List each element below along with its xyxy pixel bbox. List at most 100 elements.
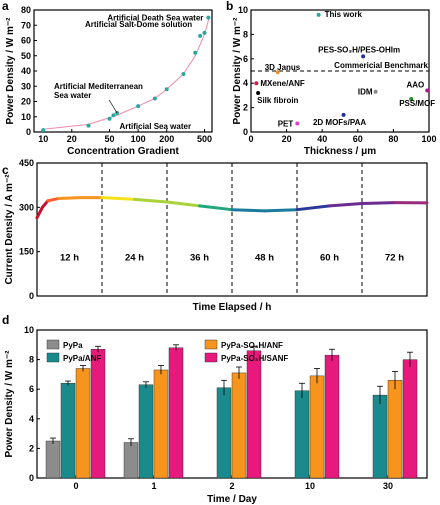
point-label: AAO [406,81,424,90]
data-point [41,128,46,133]
x-tick-label: 20 [282,134,292,144]
current-line-segment [198,204,234,212]
bar [75,368,91,479]
y-tick-label: 0 [29,473,34,483]
annotation-dead-sea: Artificial Death Sea water [107,14,203,23]
current-line-segment [328,201,364,208]
bar [324,354,340,479]
y-tick-label: 10 [24,325,34,335]
y-tick-label: 2 [29,443,34,453]
point-label: 3D Janus [265,63,301,72]
segment-label: 36 h [190,253,209,264]
data-point [409,97,414,102]
x-tick-label: 0 [248,134,253,144]
annotation-sea-water: Artificial Sea water [119,122,191,131]
panel-c-chart: 0 150 300 450 Time Elapsed / h Current Densit… [4,158,429,313]
current-line-segment [46,196,61,203]
data-point [295,121,300,126]
current-line-segment [57,196,82,200]
y-tick-label: 300 [19,202,34,212]
x-tick-label: 2 [229,481,234,491]
bar [168,347,184,479]
x-tick-label: 20 [67,134,77,144]
legend-swatch [204,339,218,350]
data-point [206,15,211,20]
y-axis-label: Power Density / W m⁻² [4,350,15,458]
y-tick-label: 20 [21,97,31,107]
panel-d-label: d [2,313,9,327]
y-tick-label: 70 [21,20,31,30]
bar [45,440,61,479]
panel-c-label: c [2,163,9,177]
point-label: 2D MOFs/PAA [313,118,366,127]
data-point [373,89,378,94]
benchmark-label: Commericial Benchmark [334,61,428,70]
y-tick-label: 8 [29,355,34,365]
current-line-segment [100,196,136,201]
current-line-segment [133,197,169,204]
legend-label: PyPa-SO₃H/ANF [221,341,283,350]
legend-swatch [204,352,218,363]
panel-a-label: a [2,0,9,13]
current-line-segment [35,205,44,220]
x-tick-label: 100 [421,134,436,144]
y-tick-label: 30 [21,81,31,91]
data-point [181,72,186,77]
x-tick-label: 10 [38,134,48,144]
bar [372,394,388,479]
y-tick-label: 10 [21,112,31,122]
bar [246,350,262,479]
legend-swatch [46,339,60,350]
x-axis-label: Time / Day [207,494,257,505]
bar [123,442,139,479]
data-point [275,70,280,75]
current-line-segment [295,204,331,212]
y-tick-label: 0 [26,127,31,137]
data-point [425,88,430,93]
y-tick-label: 6 [243,54,248,64]
panel-a-chart: 0 10 20 30 40 50 60 70 80 10 20 50 100 200 500 Concentr… [5,5,213,157]
bar [216,387,232,479]
legend-label: PyPa-SO₃H/SANF [221,354,288,363]
data-point [164,87,169,92]
x-tick-label: 10 [305,481,315,491]
y-tick-label: 2 [243,103,248,113]
y-tick-label: 0 [243,127,248,137]
data-point [193,50,198,55]
annotation-leader [108,99,118,114]
annotation-mediterranean-line2: Sea water [54,91,91,100]
bar [153,369,169,479]
segment-label: 24 h [125,253,144,264]
legend-swatch [46,352,60,363]
data-point [361,54,366,59]
segment-label: 12 h [60,253,79,264]
data-point [86,123,91,128]
y-axis-label: Power Density / W m⁻² [232,17,243,125]
bar [402,359,418,479]
bar [90,349,106,479]
x-axis-label: Time Elapsed / h [193,302,272,313]
segment-label: 60 h [320,253,339,264]
data-point [341,112,346,117]
y-tick-label: 4 [29,414,34,424]
data-point [107,116,112,121]
legend-label: PyPa/ANF [63,354,101,363]
x-tick-label: 500 [197,134,212,144]
segment-label: 48 h [255,253,274,264]
data-point [111,113,116,118]
data-point [316,12,321,17]
y-tick-label: 50 [21,51,31,61]
data-point [202,30,207,35]
x-axis-label: Concentration Gradient [67,146,179,157]
y-tick-label: 40 [21,66,31,76]
bar [309,375,325,479]
y-tick-label: 6 [29,384,34,394]
y-axis-label: Power Density / W m⁻² [5,17,16,125]
bar [294,390,310,479]
segment-label: 72 h [385,253,404,264]
current-line-segment [230,208,266,213]
bar [231,372,247,479]
panel-d-chart: 0 2 4 6 8 10 Time / Day Power Density / W m⁻² 0 1… [4,325,428,505]
point-label: PET [278,119,294,128]
